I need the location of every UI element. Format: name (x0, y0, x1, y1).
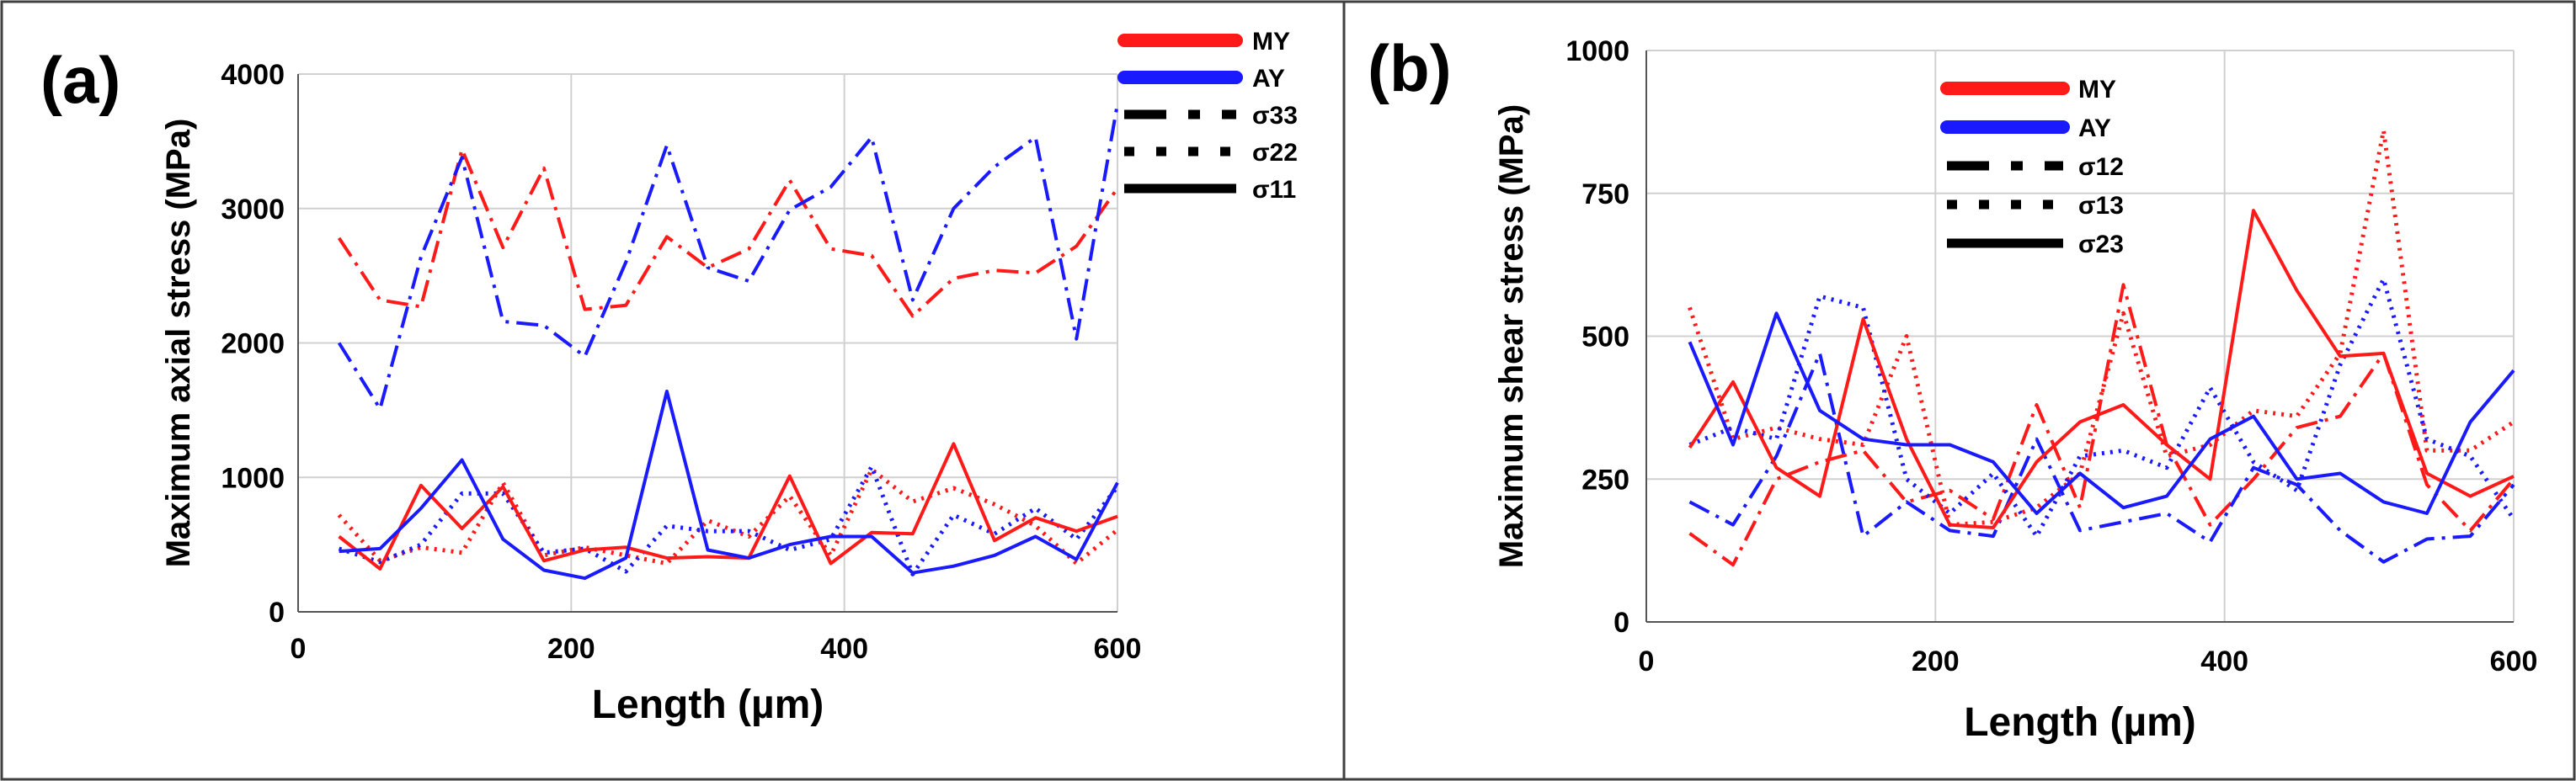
series-line-my-σ11 (338, 442, 1118, 571)
x-tick-label: 200 (547, 633, 595, 665)
series-line-my-σ23 (1688, 209, 2515, 529)
x-tick-label: 600 (2490, 646, 2538, 677)
legend-label: AY (1252, 65, 1285, 93)
panel-label: (a) (40, 43, 120, 117)
series-line-my-σ33 (337, 147, 1119, 318)
panel-label: (b) (1368, 31, 1452, 105)
y-tick-label: 1000 (221, 462, 285, 494)
legend-label: σ13 (2078, 192, 2124, 220)
legend-label: MY (1252, 28, 1290, 56)
x-tick-label: 400 (2200, 646, 2248, 677)
x-tick-label: 600 (1094, 633, 1142, 665)
series-line-ay-σ11 (339, 390, 1119, 581)
y-tick-label: 2000 (221, 328, 285, 360)
y-tick-label: 500 (1581, 321, 1629, 353)
y-tick-label: 0 (1613, 607, 1629, 639)
panel-a: 0 1000 2000 3000 4000 0 200 400 600 Length (µm) Ma… (40, 28, 1298, 727)
legend-label: σ23 (2078, 231, 2124, 258)
legend-label: σ12 (2078, 153, 2124, 181)
x-tick-label: 0 (1639, 646, 1655, 677)
legend-label: σ22 (1252, 139, 1298, 167)
y-tick-label: 1000 (1565, 35, 1629, 67)
y-tick-label: 750 (1581, 178, 1629, 210)
legend-label: MY (2078, 76, 2116, 104)
x-tick-label: 400 (820, 633, 868, 665)
legend-label: σ11 (1252, 176, 1296, 204)
series-line-ay-σ12 (1688, 351, 2515, 564)
panel-b: 0 250 500 750 1000 0 200 400 600 Length (µm) Maxim… (1368, 31, 2537, 745)
series-line-ay-σ22 (338, 465, 1119, 576)
y-tick-label: 3000 (221, 194, 285, 226)
legend: MY AY σ12 σ13 σ23 (1940, 76, 2124, 258)
x-tick-label: 0 (291, 633, 307, 665)
series-line-ay-σ23 (1688, 311, 2515, 515)
series-line-ay-σ33 (337, 103, 1119, 411)
x-axis-label: Length (µm) (1964, 700, 2196, 745)
x-axis-label: Length (µm) (592, 683, 824, 727)
series-line-my-σ13 (1688, 128, 2515, 528)
y-tick-label: 4000 (221, 59, 285, 91)
legend-label: AY (2078, 114, 2111, 142)
y-tick-label: 0 (269, 597, 285, 629)
y-axis-label: Maximum axial stress (MPa) (160, 119, 197, 568)
y-tick-label: 250 (1581, 464, 1629, 496)
legend-label: σ33 (1252, 102, 1298, 130)
legend: MY AY σ33 σ22 σ11 (1117, 28, 1298, 204)
y-axis-label: Maximum shear stress (MPa) (1493, 104, 1530, 568)
x-tick-label: 200 (1912, 646, 1960, 677)
